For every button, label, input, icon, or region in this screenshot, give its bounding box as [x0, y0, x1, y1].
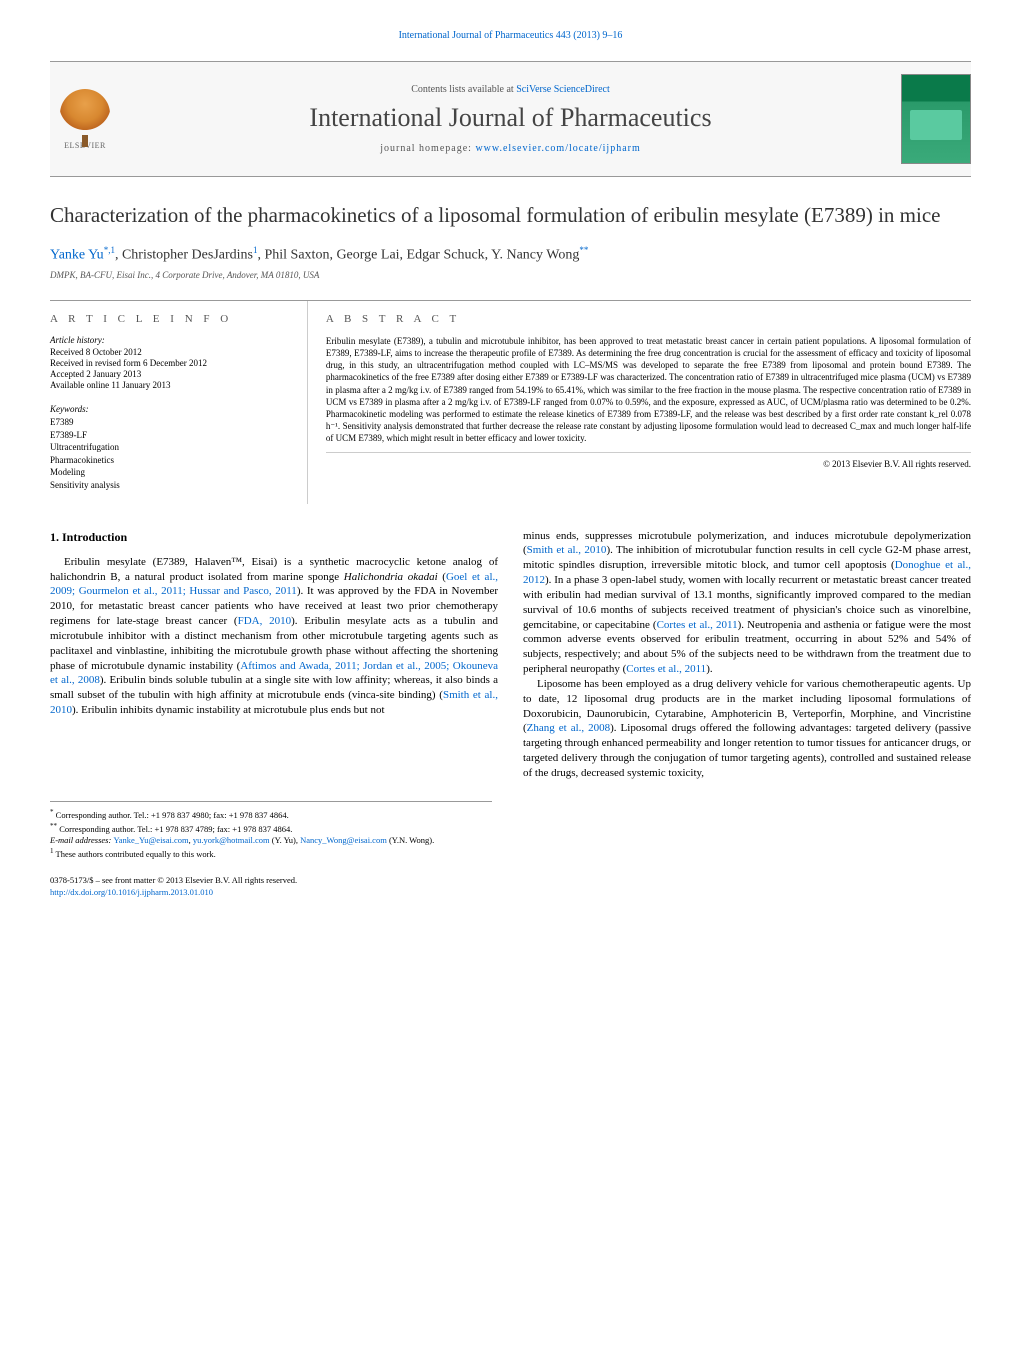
journal-banner: ELSEVIER Contents lists available at Sci…	[50, 61, 971, 177]
elsevier-logo: ELSEVIER	[50, 82, 120, 157]
body-column-left: 1. Introduction Eribulin mesylate (E7389…	[50, 529, 498, 781]
body-paragraph: Eribulin mesylate (E7389, Halaven™, Eisa…	[50, 555, 498, 718]
journal-cover-thumbnail	[901, 74, 971, 164]
email-link[interactable]: yu.york@hotmail.com	[193, 835, 270, 845]
elsevier-tree-icon	[60, 89, 110, 139]
body-columns: 1. Introduction Eribulin mesylate (E7389…	[50, 529, 971, 781]
keyword-item: E7389-LF	[50, 429, 295, 442]
abstract-copyright: © 2013 Elsevier B.V. All rights reserved…	[326, 452, 971, 469]
abstract-column: a b s t r a c t Eribulin mesylate (E7389…	[308, 301, 971, 504]
abstract-text: Eribulin mesylate (E7389), a tubulin and…	[326, 335, 971, 444]
species-name: Halichondria okadai	[344, 571, 438, 583]
email-link[interactable]: Yanke_Yu@eisai.com	[113, 835, 188, 845]
citation-link[interactable]: Smith et al., 2010	[527, 544, 607, 556]
running-header-text: International Journal of Pharmaceutics 4…	[399, 30, 623, 41]
author-sup: *,1	[104, 245, 115, 255]
journal-homepage-link[interactable]: www.elsevier.com/locate/ijpharm	[475, 143, 640, 154]
citation-link[interactable]: FDA, 2010	[238, 615, 292, 627]
history-item: Available online 11 January 2013	[50, 380, 295, 390]
bottom-meta: 0378-5173/$ – see front matter © 2013 El…	[50, 875, 971, 899]
author-sup: **	[579, 245, 588, 255]
article-info-column: a r t i c l e i n f o Article history: R…	[50, 301, 308, 504]
keyword-item: Ultracentrifugation	[50, 441, 295, 454]
keyword-item: Pharmacokinetics	[50, 454, 295, 467]
keyword-item: E7389	[50, 416, 295, 429]
article-info-heading: a r t i c l e i n f o	[50, 313, 295, 325]
history-item: Accepted 2 January 2013	[50, 369, 295, 379]
abstract-heading: a b s t r a c t	[326, 313, 971, 325]
affiliation: DMPK, BA-CFU, Eisai Inc., 4 Corporate Dr…	[50, 270, 971, 280]
body-paragraph: Liposome has been employed as a drug del…	[523, 677, 971, 781]
contents-available-line: Contents lists available at SciVerse Sci…	[135, 84, 886, 95]
citation-link[interactable]: Cortes et al., 2011	[626, 663, 706, 675]
footnotes: * Corresponding author. Tel.: +1 978 837…	[50, 801, 492, 861]
journal-homepage-line: journal homepage: www.elsevier.com/locat…	[135, 143, 886, 154]
authors-line: Yanke Yu*,1, Christopher DesJardins1, Ph…	[50, 245, 971, 264]
history-item: Received in revised form 6 December 2012	[50, 358, 295, 368]
keyword-item: Modeling	[50, 466, 295, 479]
issn-line: 0378-5173/$ – see front matter © 2013 El…	[50, 875, 971, 887]
email-link[interactable]: Nancy_Wong@eisai.com	[300, 835, 387, 845]
author-link[interactable]: Yanke Yu	[50, 248, 104, 263]
article-meta-block: a r t i c l e i n f o Article history: R…	[50, 300, 971, 504]
keywords-label: Keywords:	[50, 404, 295, 414]
journal-name: International Journal of Pharmaceutics	[135, 103, 886, 133]
body-column-right: minus ends, suppresses microtubule polym…	[523, 529, 971, 781]
doi-link[interactable]: http://dx.doi.org/10.1016/j.ijpharm.2013…	[50, 887, 213, 897]
history-label: Article history:	[50, 335, 295, 345]
footnote-item: ** Corresponding author. Tel.: +1 978 83…	[50, 822, 492, 836]
sciencedirect-link[interactable]: SciVerse ScienceDirect	[516, 84, 610, 95]
section-heading: 1. Introduction	[50, 529, 498, 545]
history-item: Received 8 October 2012	[50, 347, 295, 357]
keyword-item: Sensitivity analysis	[50, 479, 295, 492]
article-title: Characterization of the pharmacokinetics…	[50, 202, 971, 229]
footnote-item: 1 These authors contributed equally to t…	[50, 847, 492, 861]
citation-link[interactable]: Cortes et al., 2011	[657, 619, 738, 631]
footnote-emails: E-mail addresses: Yanke_Yu@eisai.com, yu…	[50, 835, 492, 847]
body-paragraph: minus ends, suppresses microtubule polym…	[523, 529, 971, 677]
banner-center: Contents lists available at SciVerse Sci…	[135, 84, 886, 154]
citation-link[interactable]: Zhang et al., 2008	[527, 722, 610, 734]
running-header: International Journal of Pharmaceutics 4…	[50, 30, 971, 41]
footnote-item: * Corresponding author. Tel.: +1 978 837…	[50, 808, 492, 822]
